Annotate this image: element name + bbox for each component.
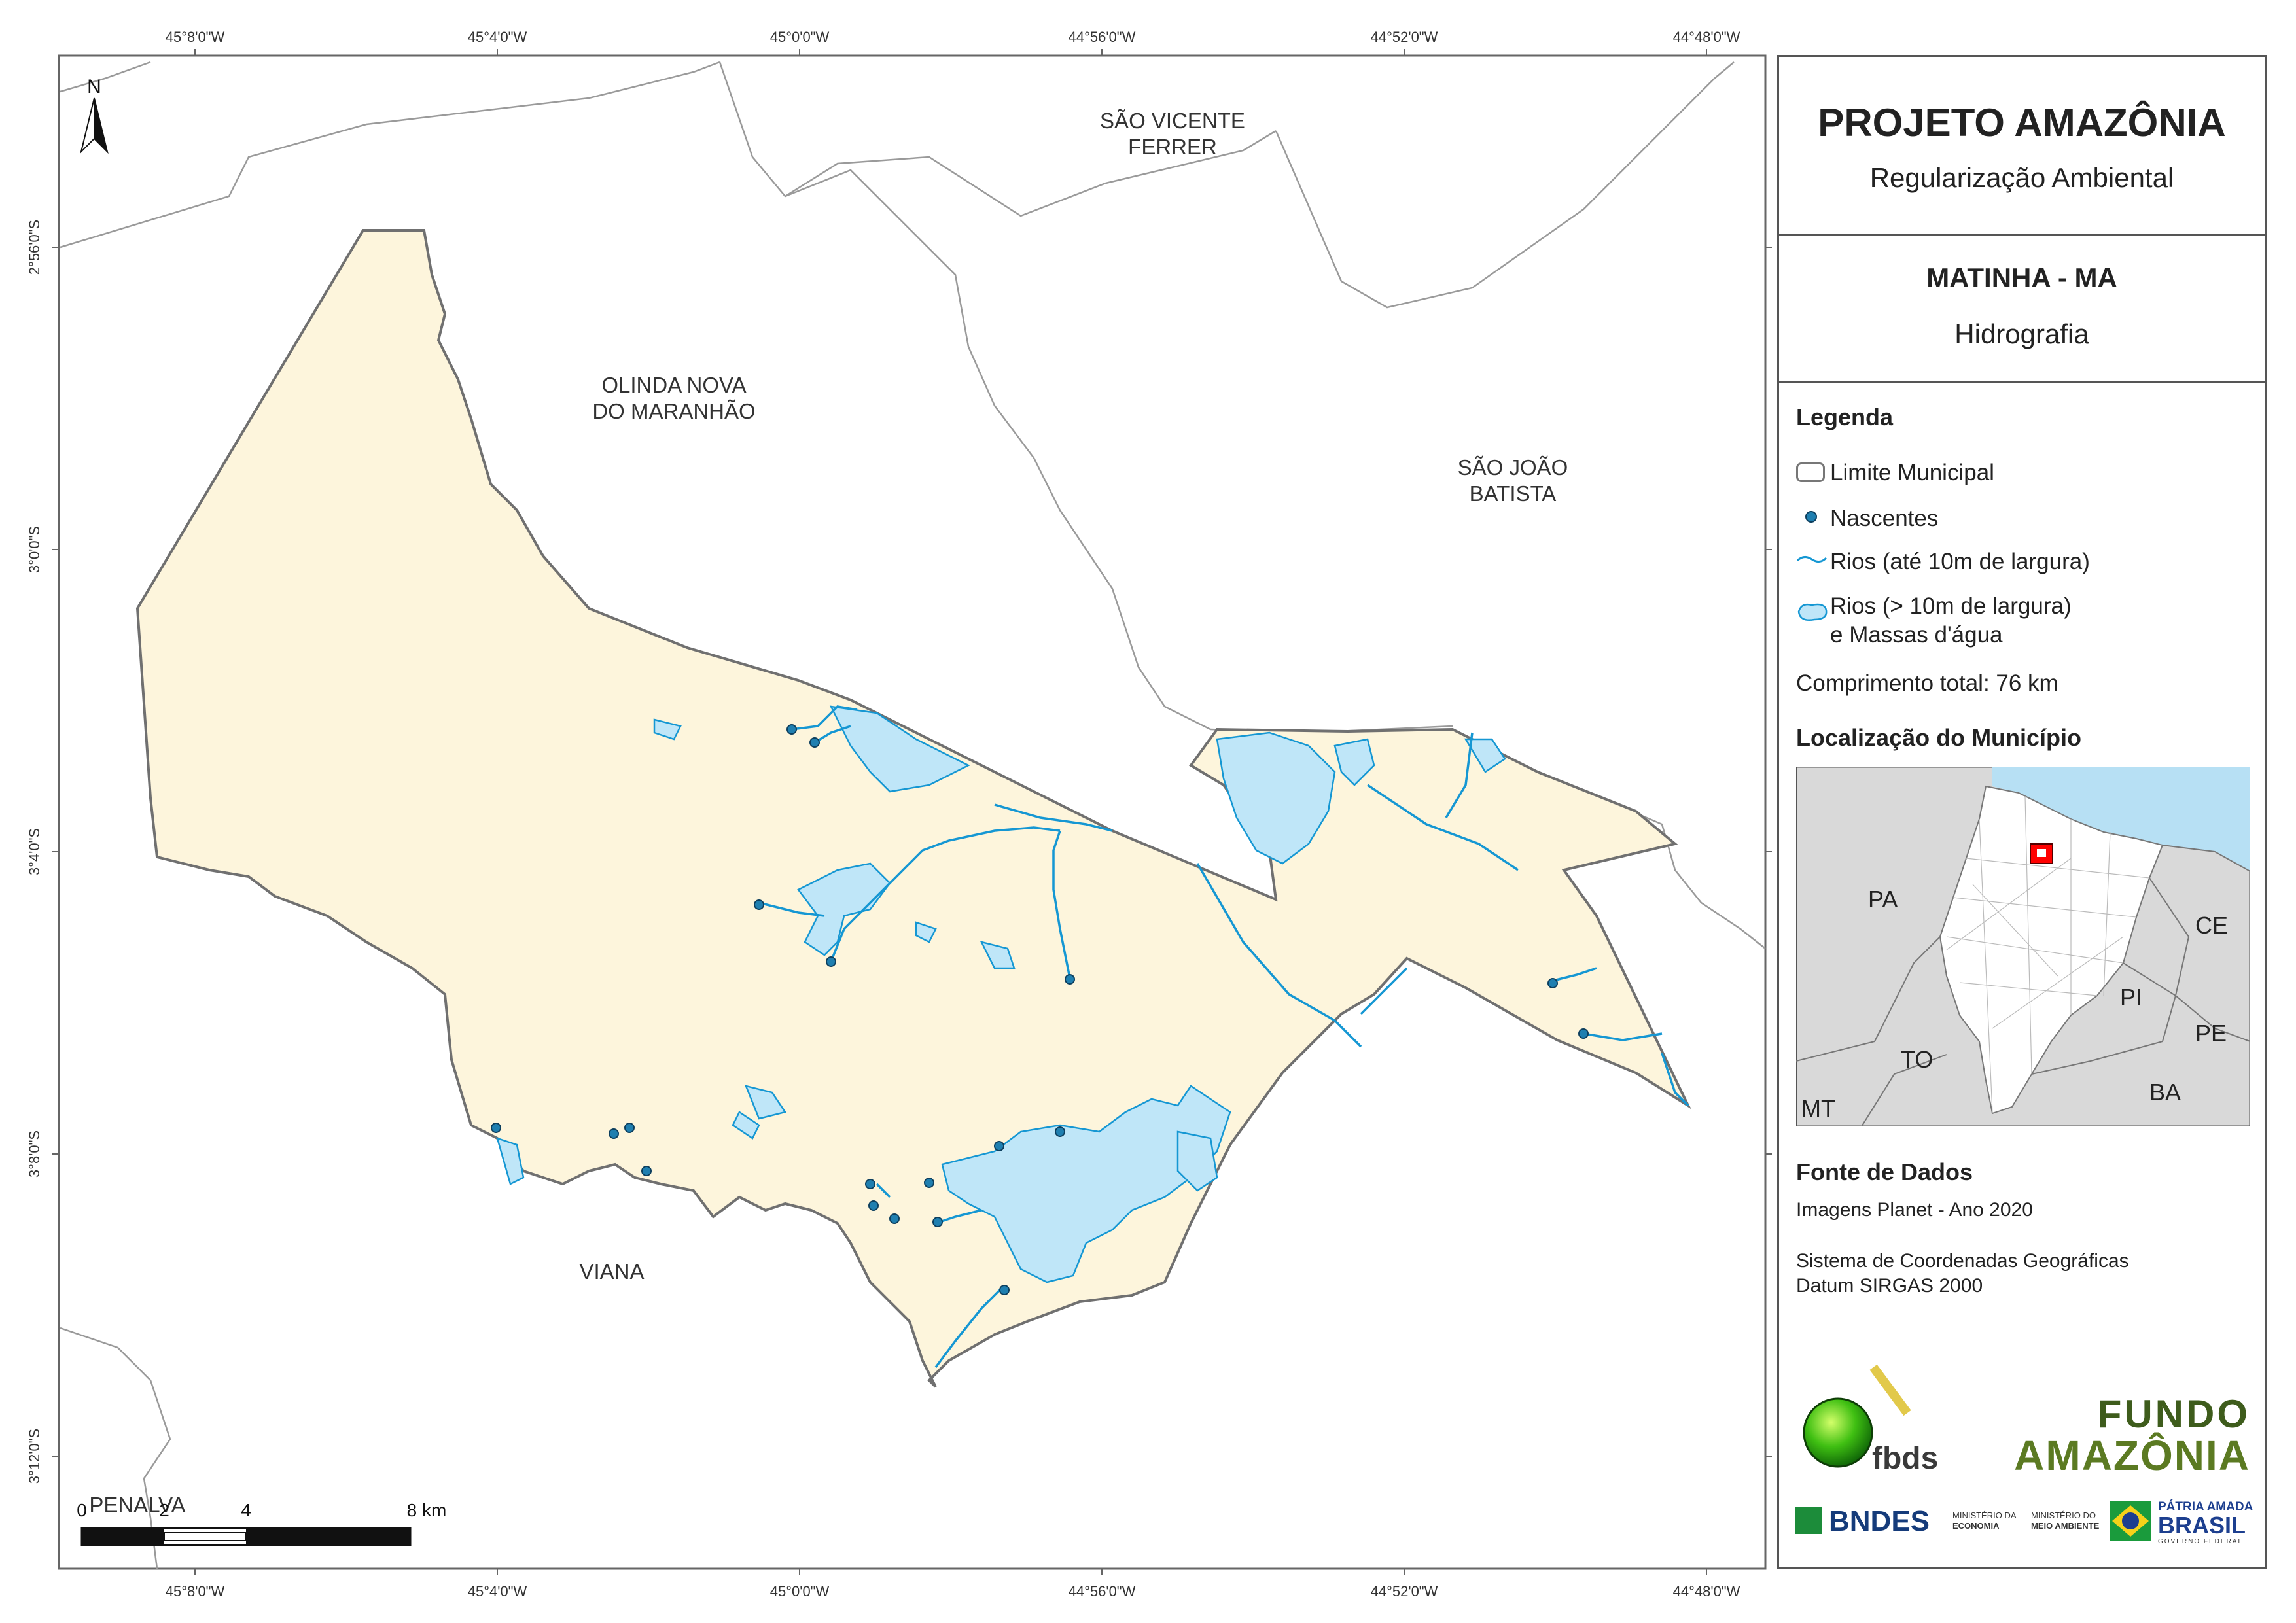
- bottom-lon-ticks: 45°8'0"W 45°4'0"W 45°0'0"W 44°56'0"W 44°…: [166, 1583, 1740, 1599]
- north-arrow: N: [80, 76, 109, 154]
- springs: [491, 724, 1589, 1295]
- lon-tick-4: 44°56'0"W: [1069, 29, 1136, 45]
- lon-tick-b4: 44°56'0"W: [1069, 1583, 1136, 1599]
- state-label-pe: PE: [2195, 1020, 2227, 1047]
- label-olinda-1: OLINDA NOVA: [601, 373, 746, 397]
- lon-tick-6: 44°48'0"W: [1673, 29, 1740, 45]
- project-title: PROJETO AMAZÔNIA: [1818, 101, 2226, 145]
- scale-label-4: 4: [241, 1500, 251, 1520]
- state-label-ce: CE: [2195, 912, 2228, 939]
- rivers: [758, 705, 1689, 1369]
- legend-label-rivers-large: Rios (> 10m de largura): [1830, 593, 2072, 619]
- state-label-mt: MT: [1801, 1095, 1835, 1122]
- lat-tick-1: 2°56'0"S: [26, 220, 43, 275]
- label-sao-joao-1: SÃO JOÃO: [1458, 455, 1568, 480]
- legend-label-rivers-small: Rios (até 10m de largura): [1830, 549, 2090, 574]
- brazil-flag-icon: [2110, 1501, 2151, 1541]
- state-label-ba: BA: [2149, 1079, 2181, 1106]
- min-ambiente-line2: MEIO AMBIENTE: [2031, 1521, 2100, 1531]
- legend: Legenda Limite Municipal Nascentes Rios …: [1779, 404, 2265, 696]
- sources-block: Fonte de Dados Imagens Planet - Ano 2020…: [1779, 1159, 2265, 1297]
- source-images: Imagens Planet - Ano 2020: [1796, 1199, 2033, 1221]
- map-info-block: MATINHA - MA Hidrografia: [1779, 262, 2265, 350]
- fundo-wordmark: FUNDO: [2097, 1392, 2250, 1436]
- scale-label-8: 8 km: [407, 1500, 447, 1520]
- fbds-wordmark: fbds: [1872, 1441, 1939, 1476]
- municipality-name: MATINHA - MA: [1926, 262, 2117, 293]
- patria-line1: PÁTRIA AMADA: [2158, 1500, 2253, 1514]
- ministerio-economia: MINISTÉRIO DA ECONOMIA: [1952, 1510, 2017, 1531]
- min-economia-line1: MINISTÉRIO DA: [1952, 1510, 2017, 1520]
- scale-label-2: 2: [159, 1500, 169, 1520]
- sources-heading: Fonte de Dados: [1796, 1159, 1973, 1185]
- min-economia-line2: ECONOMIA: [1952, 1521, 2000, 1531]
- water-bodies: [496, 705, 1506, 1283]
- lon-tick-1: 45°8'0"W: [166, 29, 225, 45]
- total-length-label: Comprimento total:: [1796, 671, 1990, 696]
- left-lat-ticks: 2°56'0"S 3°0'0"S 3°4'0"S 3°8'0"S 3°12'0"…: [26, 220, 43, 1484]
- bndes-wordmark: BNDES: [1829, 1505, 1930, 1537]
- location-block: Localização do Município: [1779, 724, 2265, 752]
- lat-tick-4: 3°8'0"S: [26, 1130, 43, 1178]
- scale-bar: 0 2 4 8 km: [77, 1500, 447, 1546]
- lon-tick-3: 45°0'0"W: [770, 29, 830, 45]
- municipal-limit-swatch: [1796, 462, 1825, 482]
- water-body-swatch: [1797, 603, 1828, 621]
- lat-tick-2: 3°0'0"S: [26, 526, 43, 573]
- lon-tick-b5: 44°52'0"W: [1371, 1583, 1438, 1599]
- separator: [1779, 381, 2265, 383]
- lon-tick-b6: 44°48'0"W: [1673, 1583, 1740, 1599]
- lon-tick-2: 45°4'0"W: [468, 29, 527, 45]
- state-label-pi: PI: [2120, 984, 2142, 1011]
- label-viana: VIANA: [579, 1259, 644, 1283]
- label-olinda-2: DO MARANHÃO: [592, 399, 755, 423]
- scale-label-0: 0: [77, 1500, 87, 1520]
- lon-tick-b2: 45°4'0"W: [468, 1583, 527, 1599]
- legend-label-springs: Nascentes: [1830, 506, 1939, 531]
- total-length-value: 76 km: [1996, 671, 2058, 696]
- place-labels: SÃO VICENTE FERRER OLINDA NOVA DO MARANH…: [89, 109, 1568, 1517]
- source-datum: Datum SIRGAS 2000: [1796, 1275, 1983, 1297]
- location-heading: Localização do Município: [1796, 724, 2082, 751]
- info-panel: PROJETO AMAZÔNIA Regularização Ambiental…: [1777, 55, 2267, 1569]
- lon-tick-b3: 45°0'0"W: [770, 1583, 830, 1599]
- source-coord-system: Sistema de Coordenadas Geográficas: [1796, 1250, 2129, 1272]
- lon-tick-b1: 45°8'0"W: [166, 1583, 225, 1599]
- total-length: Comprimento total: 76 km: [1796, 671, 2058, 697]
- project-subtitle: Regularização Ambiental: [1869, 162, 2174, 193]
- legend-label-water-bodies: e Massas d'água: [1830, 622, 2003, 648]
- lat-tick-3: 3°4'0"S: [26, 828, 43, 875]
- location-inset-map: PA CE PI PE TO BA MT: [1796, 767, 2250, 1126]
- lon-tick-5: 44°52'0"W: [1371, 29, 1438, 45]
- spring-point-symbol: [1805, 511, 1817, 523]
- patria-line3: GOVERNO FEDERAL: [2158, 1538, 2244, 1545]
- north-label: N: [87, 76, 101, 97]
- fbds-logo: fbds: [1796, 1362, 1940, 1476]
- bndes-mark-icon: [1795, 1507, 1822, 1534]
- top-lon-ticks: 45°8'0"W 45°4'0"W 45°0'0"W 44°56'0"W 44°…: [166, 29, 1740, 45]
- river-line-symbol: [1796, 556, 1828, 563]
- min-ambiente-line1: MINISTÉRIO DO: [2031, 1510, 2096, 1520]
- label-sao-joao-2: BATISTA: [1470, 481, 1557, 506]
- patria-line2: BRASIL: [2158, 1512, 2246, 1539]
- bndes-logo: BNDES: [1795, 1503, 1945, 1539]
- legend-heading: Legenda: [1796, 404, 1894, 430]
- patria-amada-brasil-logo: PÁTRIA AMADA BRASIL GOVERNO FEDERAL: [2110, 1496, 2253, 1548]
- amazonia-wordmark: AMAZÔNIA: [2014, 1432, 2250, 1479]
- graticule-ticks: [52, 49, 1772, 1575]
- legend-label-limit: Limite Municipal: [1830, 460, 1994, 485]
- ministerio-meio-ambiente: MINISTÉRIO DO MEIO AMBIENTE: [2031, 1510, 2099, 1531]
- state-label-to: TO: [1901, 1046, 1933, 1073]
- label-penalva: PENALVA: [89, 1493, 185, 1517]
- lat-tick-5: 3°12'0"S: [26, 1429, 43, 1484]
- fundo-amazonia-logo: FUNDO AMAZÔNIA: [1982, 1392, 2250, 1479]
- header-block: PROJETO AMAZÔNIA Regularização Ambiental: [1779, 100, 2265, 194]
- separator: [1779, 234, 2265, 236]
- label-sao-vicente-1: SÃO VICENTE: [1100, 109, 1245, 133]
- state-label-pa: PA: [1868, 886, 1898, 913]
- map-theme: Hidrografia: [1954, 319, 2089, 349]
- label-sao-vicente-2: FERRER: [1128, 135, 1217, 159]
